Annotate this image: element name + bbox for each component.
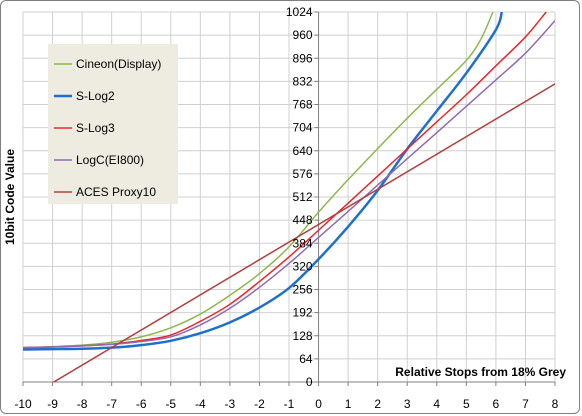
- y-tick-label: 576: [293, 167, 313, 181]
- y-tick-label: 64: [299, 352, 313, 366]
- series-line-aces-proxy10: [52, 83, 555, 382]
- x-tick-label: -3: [225, 397, 236, 411]
- x-tick-label: -1: [284, 397, 295, 411]
- x-tick-label: -5: [165, 397, 176, 411]
- y-tick-label: 1024: [286, 5, 313, 19]
- x-tick-label: -2: [254, 397, 265, 411]
- series-line-logc-ei800: [23, 20, 555, 349]
- series-line-cineon-display: [23, 12, 494, 349]
- x-tick-label: -8: [77, 397, 88, 411]
- legend-box: [48, 44, 178, 204]
- y-tick-label: 960: [293, 28, 313, 42]
- x-axis-title: Relative Stops from 18% Grey: [395, 365, 566, 379]
- y-tick-label: 832: [293, 74, 313, 88]
- axes: [22, 11, 556, 386]
- y-tick-label: 512: [293, 190, 313, 204]
- x-tick-label: 7: [522, 397, 529, 411]
- x-tick-label: 5: [463, 397, 470, 411]
- x-tick-labels: -10 -9 -8 -7 -6 -5 -4 -3 -2 -1 0 1 2 3 4 5 6 7 8: [14, 397, 558, 411]
- y-tick-label: 256: [293, 283, 313, 297]
- legend-label: S-Log3: [76, 121, 115, 135]
- legend: Cineon(Display) S-Log2 S-Log3 LogC(EI800) AC…: [48, 44, 178, 204]
- x-tick-label: 3: [404, 397, 411, 411]
- x-tick-label: 6: [493, 397, 500, 411]
- legend-label: LogC(EI800): [76, 153, 144, 167]
- series-lines: [23, 12, 555, 382]
- x-tick-label: 2: [374, 397, 381, 411]
- y-tick-label: 128: [293, 329, 313, 343]
- y-tick-label: 704: [293, 121, 313, 135]
- x-tick-label: -9: [47, 397, 58, 411]
- legend-label: S-Log2: [76, 89, 115, 103]
- y-tick-label: 896: [293, 51, 313, 65]
- y-tick-label: 640: [293, 144, 313, 158]
- y-tick-labels: 0 64 128 192 256 320 384 448 512 576 640 704 768 832 8…: [286, 5, 313, 389]
- legend-label: ACES Proxy10: [76, 185, 156, 199]
- y-tick-label: 192: [293, 306, 313, 320]
- x-tick-label: 8: [552, 397, 559, 411]
- x-tick-label: -10: [14, 397, 32, 411]
- y-tick-label: 320: [293, 259, 313, 273]
- x-tick-label: -7: [106, 397, 117, 411]
- y-tick-label: 768: [293, 98, 313, 112]
- series-line-s-log2: [23, 12, 504, 351]
- x-tick-label: -4: [195, 397, 206, 411]
- y-axis-title: 10bit Code Value: [3, 149, 17, 245]
- y-tick-label: 448: [293, 213, 313, 227]
- x-tick-label: 0: [315, 397, 322, 411]
- x-tick-label: 4: [433, 397, 440, 411]
- y-tick-label: 0: [306, 375, 313, 389]
- y-tick-label: 384: [293, 236, 313, 250]
- x-tick-label: -6: [136, 397, 147, 411]
- x-tick-label: 1: [345, 397, 352, 411]
- legend-label: Cineon(Display): [76, 57, 161, 71]
